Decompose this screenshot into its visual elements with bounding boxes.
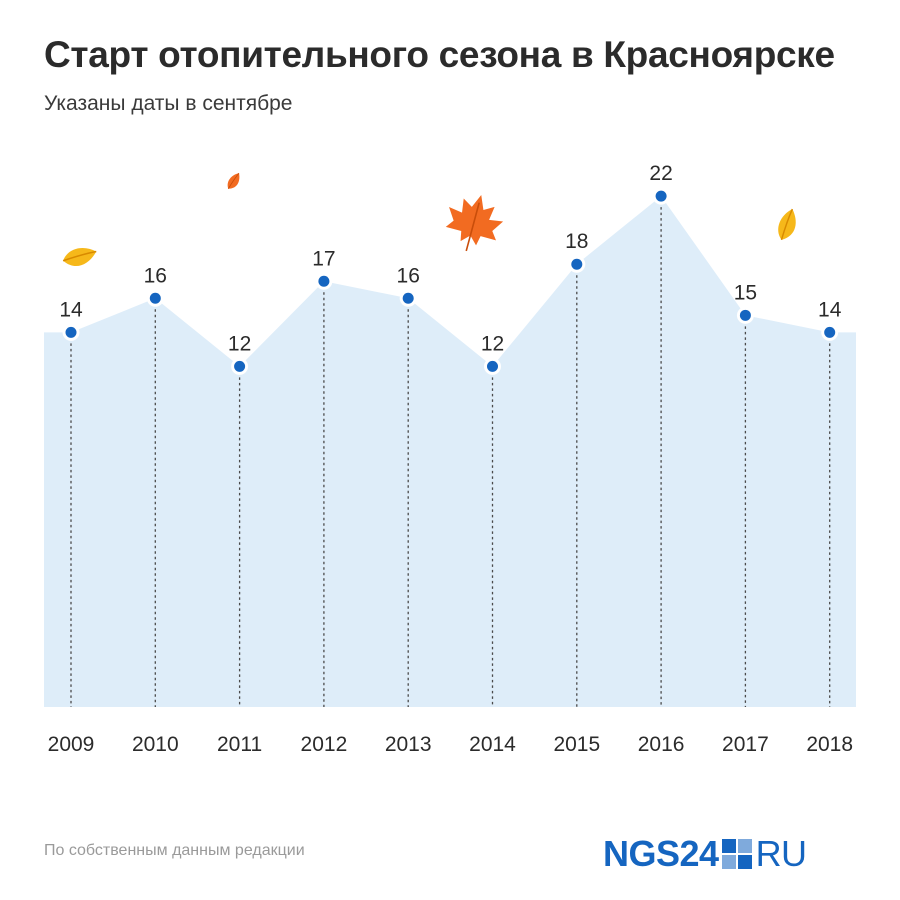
x-tick-label: 2011: [217, 733, 262, 756]
data-label: 16: [144, 264, 167, 287]
x-tick-label: 2016: [638, 733, 685, 756]
leaf-icon-blade: [63, 248, 97, 266]
data-label: 22: [649, 162, 672, 185]
data-labels: 14 16 12 17 16 12 18 22 15 14: [59, 162, 841, 355]
x-tick-label: 2009: [48, 733, 95, 756]
leaf-icon: [62, 248, 97, 266]
leaf-icon-blade: [227, 173, 240, 189]
leaf-icon-vein: [227, 172, 240, 189]
x-tick-label: 2013: [385, 733, 432, 756]
leaf-icon-blade: [778, 209, 796, 240]
logo-text-right: RU: [755, 833, 808, 874]
data-label: 15: [734, 281, 757, 304]
chart-title: Старт отопительного сезона в Красноярске: [44, 34, 835, 75]
data-point: [234, 360, 246, 372]
leaf-icon: [778, 208, 796, 241]
maple-leaf-icon: [445, 194, 504, 252]
x-axis-ticks: 2009 2010 2011 2012 2013 2014 2015 2016 2017 2018: [48, 733, 853, 756]
data-label: 14: [59, 298, 83, 321]
x-tick-label: 2015: [553, 733, 600, 756]
data-point: [571, 258, 583, 270]
data-point: [739, 309, 751, 321]
data-point: [318, 275, 330, 287]
x-tick-label: 2017: [722, 733, 769, 756]
data-point: [655, 190, 667, 202]
data-point: [65, 326, 77, 338]
maple-leaf-icon-stem: [465, 202, 480, 252]
data-point: [149, 292, 161, 304]
chart-subtitle: Указаны даты в сентябре: [44, 92, 293, 115]
leaf-icon-vein: [62, 250, 97, 262]
data-label: 12: [481, 332, 504, 355]
area-fill: [44, 196, 856, 707]
ngs24-logo: NGS24 RU: [603, 833, 807, 875]
source-note: По собственным данным редакции: [44, 842, 305, 859]
logo-text-left: NGS24: [603, 833, 719, 874]
data-label: 18: [565, 230, 588, 253]
logo-mark-icon: [721, 839, 752, 869]
x-tick-label: 2014: [469, 733, 516, 756]
data-label: 14: [818, 298, 842, 321]
data-marks: [62, 187, 839, 375]
leaf-icon-vein: [780, 208, 794, 241]
data-point: [487, 360, 498, 372]
data-point: [402, 292, 414, 304]
leaf-icon: [227, 172, 240, 189]
data-label: 12: [228, 332, 251, 355]
data-point: [824, 326, 836, 338]
data-label: 16: [397, 264, 420, 287]
x-tick-label: 2010: [132, 733, 179, 756]
data-label: 17: [312, 247, 335, 270]
drop-lines: [70, 196, 831, 707]
x-tick-label: 2012: [301, 733, 348, 756]
x-tick-label: 2018: [806, 733, 853, 756]
